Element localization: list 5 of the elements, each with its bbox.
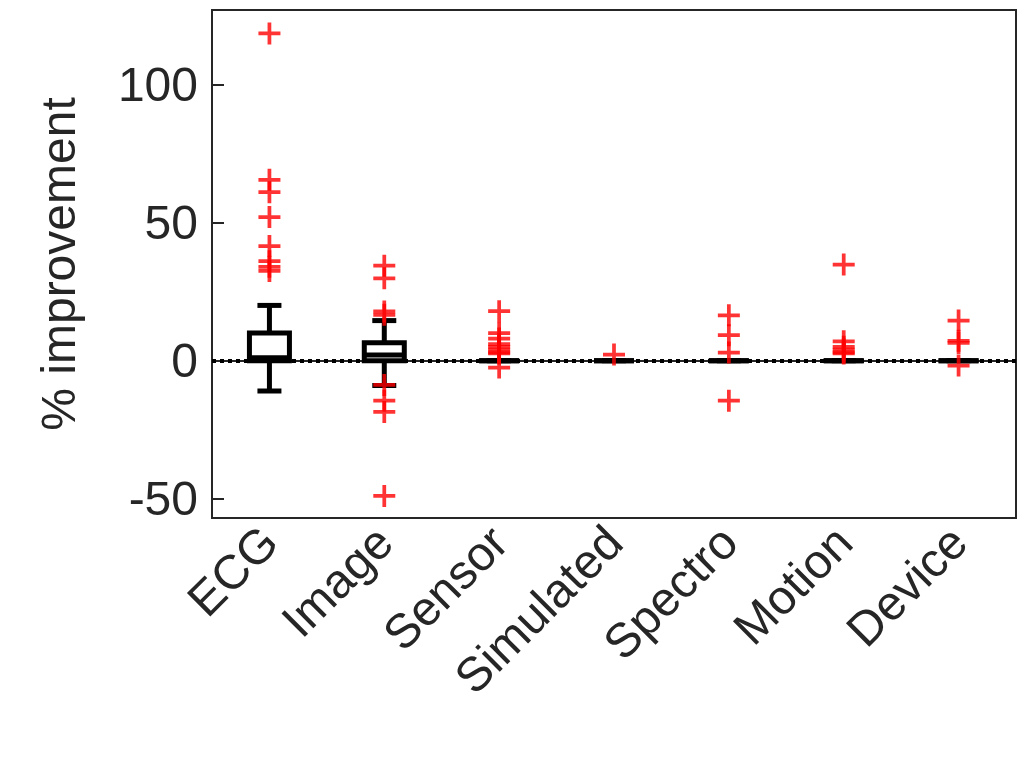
y-axis-title: % improvement (31, 97, 85, 431)
y-tick-label: -50 (128, 472, 198, 526)
y-tick-label: 100 (117, 58, 198, 112)
y-tick-label: 0 (171, 334, 198, 388)
y-tick-label: 50 (144, 196, 198, 250)
